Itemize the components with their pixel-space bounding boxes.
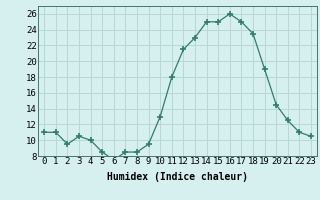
X-axis label: Humidex (Indice chaleur): Humidex (Indice chaleur)	[107, 172, 248, 182]
